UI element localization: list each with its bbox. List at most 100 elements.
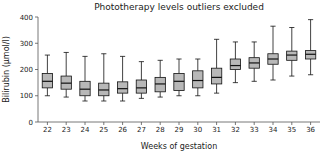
lower-cap	[101, 101, 106, 102]
upper-whisker	[235, 42, 236, 59]
upper-whisker	[47, 55, 48, 73]
x-tick-label: 29	[175, 126, 184, 134]
box	[305, 51, 315, 59]
x-tick-label: 25	[99, 126, 108, 134]
median	[230, 65, 240, 66]
median	[287, 54, 297, 55]
median	[42, 81, 52, 82]
x-tick	[291, 122, 292, 125]
lower-cap	[176, 95, 181, 96]
lower-whisker	[141, 93, 142, 98]
y-tick	[35, 95, 38, 96]
x-tick-label: 24	[81, 126, 90, 134]
x-tick	[103, 122, 104, 125]
upper-whisker	[122, 56, 123, 81]
lower-cap	[158, 97, 163, 98]
lower-cap	[139, 98, 144, 99]
upper-cap	[120, 56, 125, 57]
x-tick-label: 35	[287, 126, 296, 134]
lower-cap	[120, 101, 125, 102]
x-tick-label: 30	[193, 126, 202, 134]
x-tick-label: 32	[231, 126, 240, 134]
median	[268, 58, 278, 59]
box	[80, 81, 90, 95]
median	[136, 87, 146, 88]
upper-whisker	[291, 28, 292, 52]
x-tick	[310, 122, 311, 125]
lower-whisker	[47, 88, 48, 96]
box	[155, 77, 165, 91]
box	[61, 76, 71, 89]
upper-cap	[139, 61, 144, 62]
lower-cap	[252, 81, 257, 82]
y-tick-label: 400	[20, 14, 33, 22]
x-tick	[216, 122, 217, 125]
lower-whisker	[216, 84, 217, 93]
x-tick-label: 27	[137, 126, 146, 134]
x-tick	[141, 122, 142, 125]
lower-cap	[214, 93, 219, 94]
y-tick-label: 100	[20, 92, 33, 100]
median	[61, 83, 71, 84]
upper-cap	[308, 19, 313, 20]
box	[230, 59, 240, 70]
upper-cap	[214, 39, 219, 40]
x-tick-label: 26	[118, 126, 127, 134]
lower-cap	[195, 95, 200, 96]
x-tick-label: 33	[250, 126, 259, 134]
median	[155, 83, 165, 84]
upper-cap	[101, 53, 106, 54]
box	[136, 80, 146, 93]
median	[174, 81, 184, 82]
box	[174, 73, 184, 90]
median	[193, 80, 203, 81]
upper-cap	[176, 59, 181, 60]
x-tick	[254, 122, 255, 125]
upper-whisker	[179, 59, 180, 73]
lower-whisker	[273, 64, 274, 80]
upper-whisker	[66, 52, 67, 76]
box	[117, 82, 127, 93]
lower-whisker	[235, 70, 236, 83]
upper-cap	[64, 52, 69, 53]
x-axis-label: Weeks of gestation	[141, 142, 217, 151]
x-tick	[85, 122, 86, 125]
x-tick	[273, 122, 274, 125]
y-tick-label: 0	[29, 119, 33, 127]
upper-whisker	[197, 59, 198, 71]
y-tick-label: 300	[20, 40, 33, 48]
x-tick-label: 23	[62, 126, 71, 134]
y-tick	[35, 43, 38, 44]
upper-cap	[289, 27, 294, 28]
lower-whisker	[291, 60, 292, 76]
y-tick	[35, 69, 38, 70]
lower-cap	[45, 95, 50, 96]
upper-whisker	[141, 62, 142, 80]
chart: Phototherapy levels outliers excluded010…	[0, 0, 328, 154]
upper-cap	[158, 60, 163, 61]
median	[305, 54, 315, 55]
box	[99, 83, 109, 96]
lower-cap	[82, 101, 87, 102]
median	[99, 89, 109, 90]
upper-cap	[233, 41, 238, 42]
lower-whisker	[197, 88, 198, 96]
upper-whisker	[216, 39, 217, 68]
x-tick	[235, 122, 236, 125]
x-tick	[160, 122, 161, 125]
lower-cap	[270, 80, 275, 81]
upper-cap	[195, 59, 200, 60]
lower-whisker	[66, 89, 67, 97]
upper-cap	[252, 41, 257, 42]
x-tick-label: 36	[306, 126, 315, 134]
lower-whisker	[254, 68, 255, 81]
lower-cap	[233, 82, 238, 83]
median	[80, 89, 90, 90]
lower-whisker	[103, 96, 104, 101]
lower-cap	[289, 76, 294, 77]
lower-cap	[308, 74, 313, 75]
x-tick-label: 28	[156, 126, 165, 134]
upper-whisker	[85, 56, 86, 81]
box	[287, 51, 297, 60]
median	[117, 88, 127, 89]
